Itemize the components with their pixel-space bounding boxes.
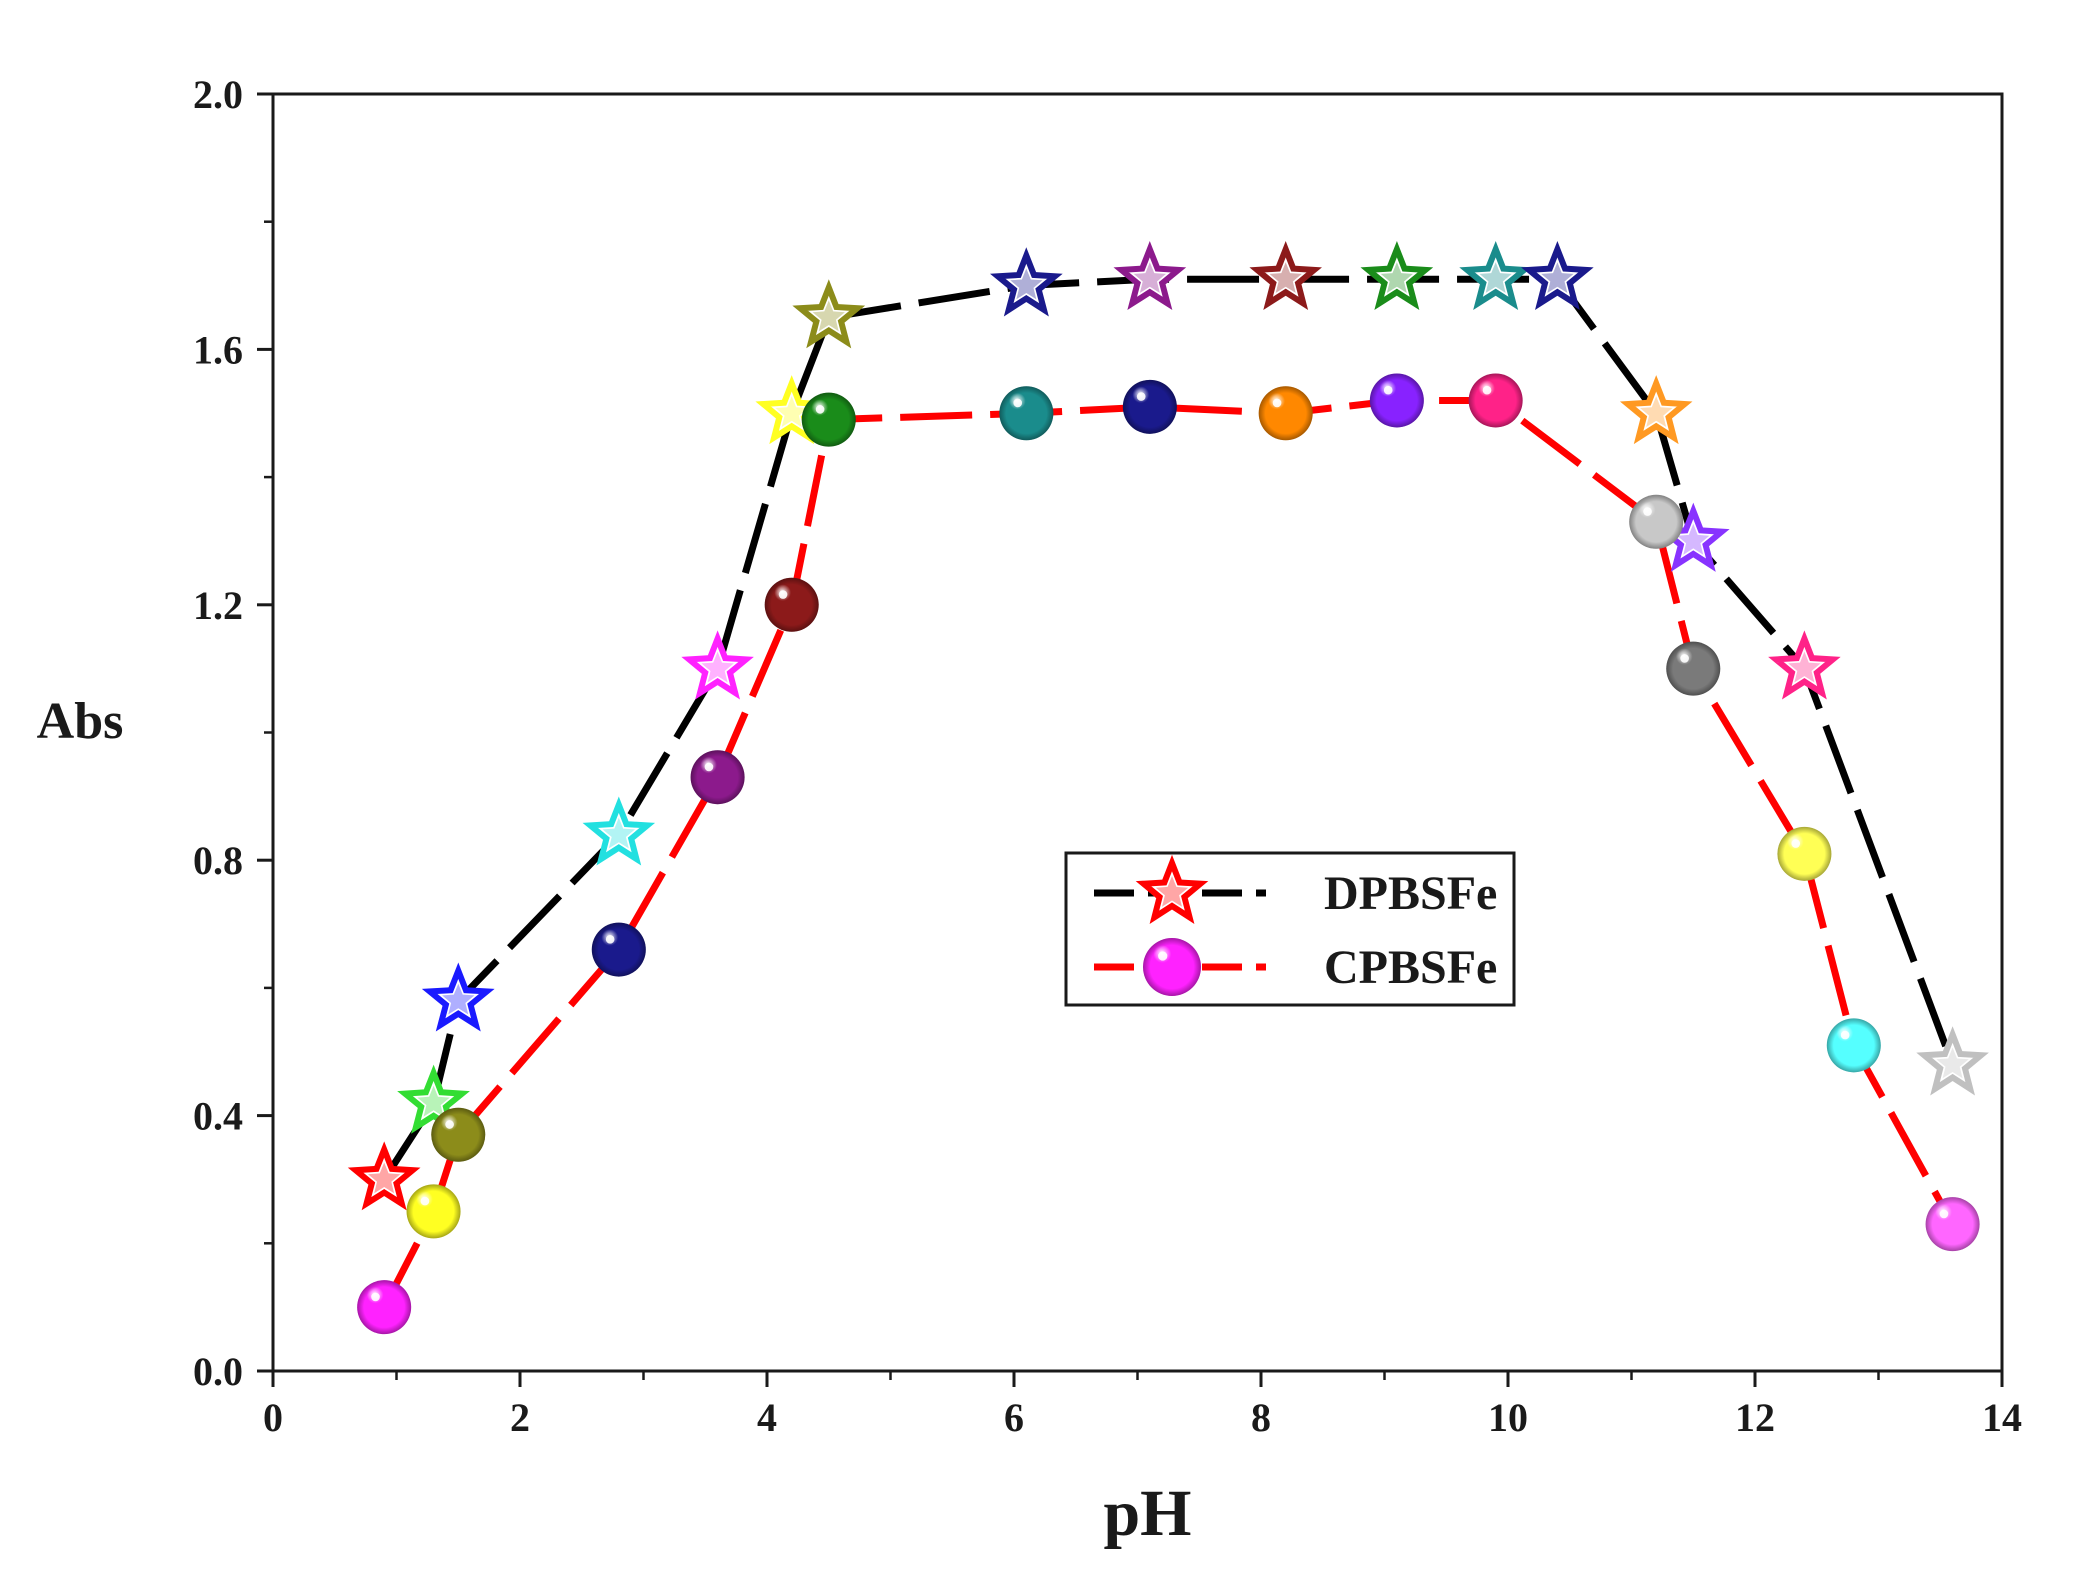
- data-point-sphere: [1629, 494, 1684, 549]
- data-point-sphere: [1258, 386, 1313, 441]
- x-tick-label: 14: [1982, 1395, 2022, 1440]
- data-point-sphere: [1369, 373, 1424, 428]
- y-axis-label: Abs: [37, 693, 124, 750]
- data-point-sphere: [591, 922, 646, 977]
- data-point-sphere: [1468, 373, 1523, 428]
- data-point-star: [1521, 240, 1594, 311]
- x-tick-label: 8: [1251, 1395, 1271, 1440]
- series-markers-dpbsfe: [347, 240, 1989, 1211]
- x-tick-label: 0: [263, 1395, 283, 1440]
- data-point-sphere: [999, 386, 1054, 441]
- x-tick-label: 4: [757, 1395, 777, 1440]
- series-group: [347, 240, 1989, 1335]
- y-tick-label: 0.8: [193, 838, 243, 883]
- data-point-sphere: [1122, 379, 1177, 434]
- data-point-star: [397, 1064, 470, 1134]
- legend: DPBSFe CPBSFe: [1064, 851, 1516, 1007]
- y-tick-label: 1.2: [193, 583, 243, 628]
- data-point-sphere: [406, 1184, 461, 1239]
- legend-sphere-icon: [1143, 938, 1201, 996]
- data-point-star: [582, 796, 656, 866]
- x-tick-label: 12: [1735, 1395, 1775, 1440]
- data-point-star: [990, 247, 1063, 317]
- y-tick-label: 1.6: [193, 327, 243, 372]
- data-point-star: [421, 962, 495, 1032]
- x-tick-label: 10: [1488, 1395, 1528, 1440]
- series-markers-cpbsfe: [357, 373, 1980, 1335]
- data-point-star: [1916, 1026, 1989, 1096]
- legend-box: [1064, 851, 1516, 1007]
- data-point-star: [1113, 241, 1187, 311]
- data-point-sphere: [431, 1107, 486, 1162]
- data-point-star: [1459, 241, 1532, 311]
- legend-label-cpbsfe: CPBSFe: [1324, 941, 1497, 994]
- y-tick-label: 0.4: [193, 1094, 243, 1139]
- x-tick-label: 2: [510, 1395, 530, 1440]
- data-point-sphere: [357, 1280, 412, 1335]
- x-axis-label: pH: [1103, 1477, 1191, 1550]
- data-point-star: [347, 1141, 421, 1211]
- data-point-star: [1249, 240, 1322, 311]
- legend-label-dpbsfe: DPBSFe: [1324, 867, 1497, 920]
- data-point-sphere: [690, 750, 745, 805]
- data-point-sphere: [801, 392, 856, 447]
- axes-group: 0 2 4 6 8 10 12 14 0.0 0.4 0.8 1.2 1.6 2.0 pH Abs: [37, 72, 2022, 1550]
- data-point-star: [1768, 630, 1841, 700]
- legend-star-icon: [1135, 854, 1209, 924]
- data-point-star: [1619, 375, 1693, 445]
- data-point-sphere: [1666, 641, 1721, 696]
- y-tick-label: 0.0: [193, 1349, 243, 1394]
- x-tick-label: 6: [1004, 1395, 1024, 1440]
- data-point-sphere: [1925, 1197, 1980, 1252]
- y-tick-label: 2.0: [193, 72, 243, 117]
- data-point-star: [1360, 241, 1434, 311]
- data-point-sphere: [1777, 826, 1832, 881]
- data-point-sphere: [764, 577, 819, 632]
- data-point-star: [681, 630, 754, 700]
- data-point-star: [792, 279, 866, 349]
- data-point-sphere: [1826, 1018, 1881, 1073]
